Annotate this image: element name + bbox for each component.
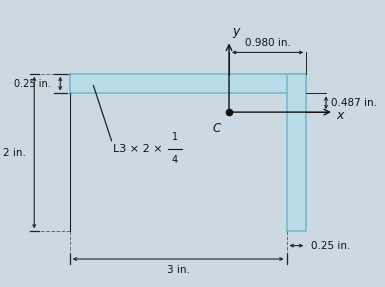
Text: L3 × 2 ×: L3 × 2 × xyxy=(113,144,166,154)
Text: 1: 1 xyxy=(172,132,178,142)
Text: x: x xyxy=(336,109,344,122)
Text: C: C xyxy=(213,122,221,135)
Bar xyxy=(70,74,306,94)
Text: 4: 4 xyxy=(172,155,178,165)
Text: 0.25 in.: 0.25 in. xyxy=(311,241,350,251)
Bar xyxy=(286,74,306,231)
Text: 0.25 in.: 0.25 in. xyxy=(14,79,51,89)
Text: 3 in.: 3 in. xyxy=(167,265,189,275)
Text: y: y xyxy=(232,25,239,38)
Text: 0.487 in.: 0.487 in. xyxy=(331,98,377,108)
Text: 2 in.: 2 in. xyxy=(3,148,26,158)
Text: 0.980 in.: 0.980 in. xyxy=(245,38,291,48)
